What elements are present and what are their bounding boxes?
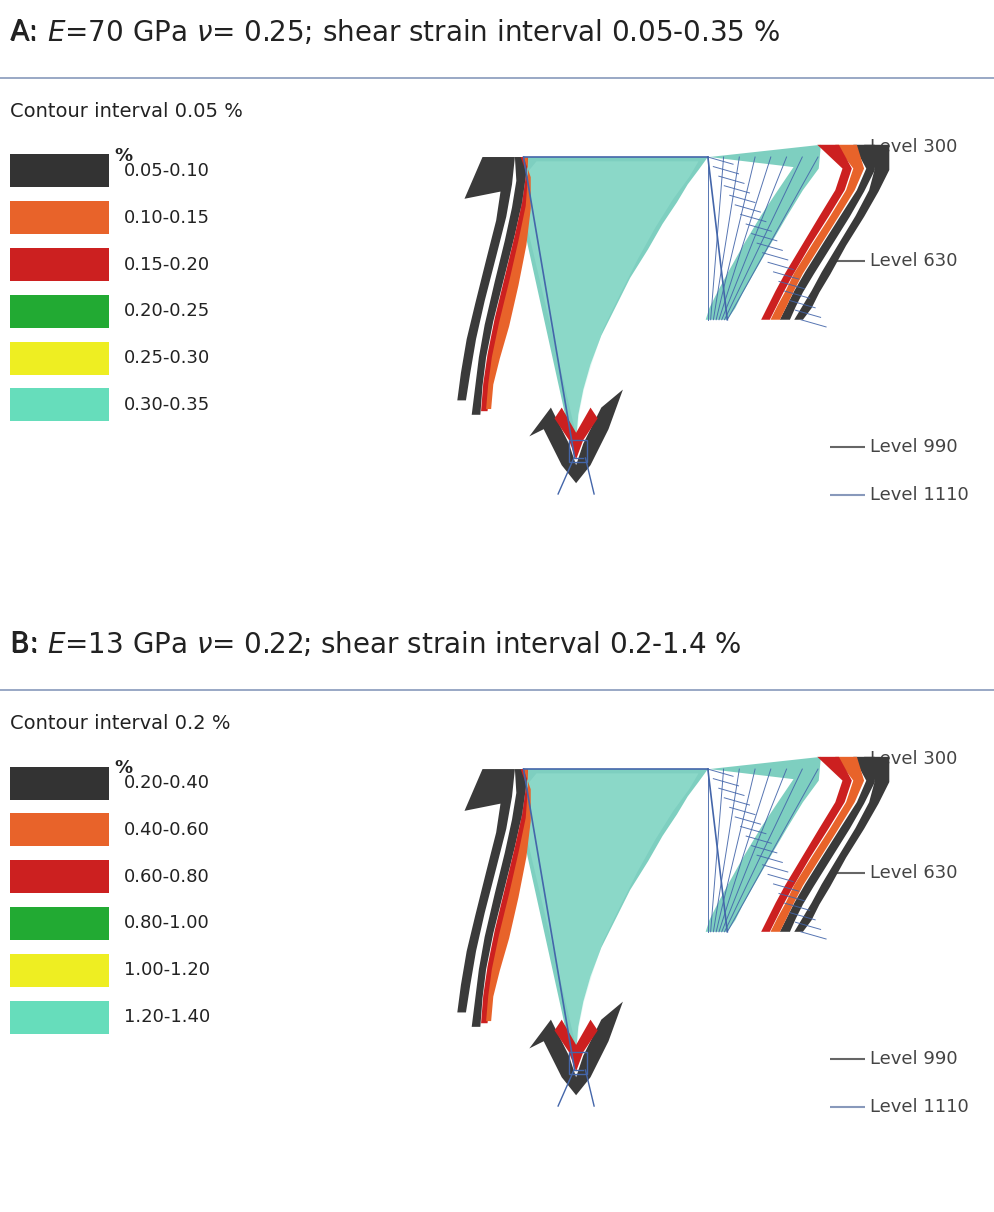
Text: 0.20-0.40: 0.20-0.40 [124, 774, 211, 793]
Text: Contour interval 0.2 %: Contour interval 0.2 % [10, 714, 231, 733]
Text: Level 630: Level 630 [870, 252, 957, 270]
Bar [10, 342, 109, 375]
Text: 1.20-1.40: 1.20-1.40 [124, 1008, 211, 1027]
Bar [10, 154, 109, 188]
Polygon shape [555, 1019, 597, 1071]
Polygon shape [761, 756, 852, 932]
Polygon shape [555, 407, 597, 459]
Text: 0.25-0.30: 0.25-0.30 [124, 349, 211, 367]
Bar [10, 954, 109, 987]
Polygon shape [770, 144, 864, 320]
Text: Level 1110: Level 1110 [870, 1098, 968, 1116]
Polygon shape [706, 144, 821, 320]
Polygon shape [794, 756, 890, 932]
Text: 0.10-0.15: 0.10-0.15 [124, 208, 211, 227]
Text: A:: A: [10, 18, 47, 46]
Polygon shape [457, 158, 515, 400]
Bar [10, 766, 109, 800]
Bar [10, 907, 109, 941]
Bar [10, 201, 109, 234]
Text: B:: B: [10, 630, 48, 658]
Text: B: $\it{E}$=13 GPa $\it{\nu}$= 0.22; shear strain interval 0.2-1.4 %: B: $\it{E}$=13 GPa $\it{\nu}$= 0.22; she… [10, 630, 742, 659]
Text: 0.05-0.10: 0.05-0.10 [124, 162, 210, 181]
Text: %: % [114, 759, 132, 777]
Bar [569, 440, 586, 462]
Text: Level 990: Level 990 [870, 1050, 957, 1068]
Text: 0.60-0.80: 0.60-0.80 [124, 868, 210, 886]
Text: Level 1110: Level 1110 [870, 486, 968, 504]
Polygon shape [481, 770, 528, 1023]
Bar [10, 861, 109, 893]
Bar [10, 295, 109, 328]
Polygon shape [761, 144, 852, 320]
Text: 0.40-0.60: 0.40-0.60 [124, 821, 210, 839]
Text: %: % [114, 147, 132, 165]
Text: 0.20-0.25: 0.20-0.25 [124, 302, 211, 320]
Polygon shape [524, 161, 699, 438]
Text: Level 630: Level 630 [870, 864, 957, 882]
Text: 0.15-0.20: 0.15-0.20 [124, 256, 211, 274]
Text: 1.00-1.20: 1.00-1.20 [124, 961, 211, 979]
Text: Level 990: Level 990 [870, 438, 957, 456]
Polygon shape [519, 770, 708, 1070]
Text: Contour interval 0.05 %: Contour interval 0.05 % [10, 102, 243, 121]
Text: Level 300: Level 300 [870, 750, 957, 768]
Polygon shape [481, 158, 528, 411]
Text: 0.80-1.00: 0.80-1.00 [124, 914, 210, 932]
Polygon shape [770, 756, 864, 932]
Polygon shape [706, 756, 821, 932]
Bar [10, 813, 109, 846]
Polygon shape [472, 770, 528, 1027]
Bar [569, 1052, 586, 1074]
Polygon shape [780, 144, 875, 320]
Polygon shape [794, 144, 890, 320]
Text: A: $\it{E}$=70 GPa $\it{\nu}$= 0.25; shear strain interval 0.05-0.35 %: A: $\it{E}$=70 GPa $\it{\nu}$= 0.25; she… [10, 18, 780, 47]
Bar [10, 248, 109, 281]
Text: Level 300: Level 300 [870, 138, 957, 156]
Polygon shape [519, 158, 708, 458]
Text: 0.30-0.35: 0.30-0.35 [124, 396, 211, 415]
Polygon shape [529, 1001, 623, 1096]
Polygon shape [524, 773, 699, 1050]
Polygon shape [780, 756, 875, 932]
Polygon shape [486, 158, 531, 408]
Polygon shape [486, 770, 531, 1021]
Polygon shape [457, 770, 515, 1012]
Polygon shape [529, 389, 623, 484]
Polygon shape [472, 158, 528, 415]
Bar [10, 1001, 109, 1034]
Bar [10, 389, 109, 422]
